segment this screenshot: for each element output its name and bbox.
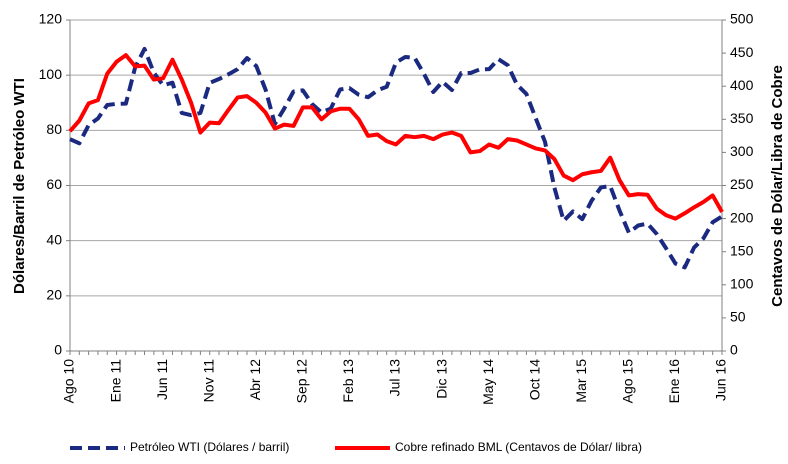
y-tick-label: 40 bbox=[46, 231, 62, 247]
x-tick-label: Jun 11 bbox=[154, 359, 170, 400]
x-tick-label: Sep 12 bbox=[294, 359, 310, 404]
y2-tick-label: 300 bbox=[730, 143, 754, 159]
y-axis-title: Dólares/Barril de Petróleo WTI bbox=[11, 78, 28, 294]
x-tick-label: Ene 16 bbox=[666, 359, 682, 404]
y2-tick-label: 0 bbox=[730, 342, 738, 358]
data-line bbox=[68, 53, 724, 221]
x-tick-label: Ago 15 bbox=[620, 359, 636, 404]
legend-label: Cobre refinado BML (Centavos de Dólar/ l… bbox=[395, 440, 642, 454]
y2-tick-label: 50 bbox=[730, 309, 746, 325]
y-tick-label: 80 bbox=[46, 121, 62, 137]
legend-label: Petróleo WTI (Dólares / barril) bbox=[130, 440, 289, 454]
y2-tick-label: 200 bbox=[730, 209, 754, 225]
y2-tick-label: 500 bbox=[730, 11, 754, 27]
x-tick-label: Jul 13 bbox=[387, 359, 403, 397]
y2-axis-title: Centavos de Dólar/Libra de Cobre bbox=[769, 65, 786, 307]
x-tick-label: Feb 13 bbox=[340, 359, 356, 403]
x-tick-label: Ago 10 bbox=[61, 359, 77, 404]
y2-tick-label: 400 bbox=[730, 77, 754, 93]
y-tick-label: 20 bbox=[46, 287, 62, 303]
x-tick-label: Nov 11 bbox=[200, 359, 216, 403]
x-tick-label: Dic 13 bbox=[433, 359, 449, 399]
x-tick-label: Mar 15 bbox=[573, 359, 589, 403]
y-tick-label: 60 bbox=[46, 176, 62, 192]
y-tick-label: 100 bbox=[39, 66, 63, 82]
y2-tick-label: 100 bbox=[730, 276, 754, 292]
y-tick-label: 120 bbox=[39, 11, 63, 27]
y2-tick-label: 450 bbox=[730, 44, 754, 60]
y-tick-label: 0 bbox=[54, 342, 62, 358]
x-tick-label: Ene 11 bbox=[107, 359, 123, 403]
x-tick-label: Oct 14 bbox=[526, 359, 542, 400]
x-tick-label: Jun 16 bbox=[713, 359, 729, 401]
y2-tick-label: 350 bbox=[730, 110, 754, 126]
x-tick-label: Abr 12 bbox=[247, 359, 263, 400]
y2-tick-label: 250 bbox=[730, 176, 754, 192]
data-line bbox=[69, 46, 724, 270]
x-tick-label: May 14 bbox=[480, 359, 496, 405]
y2-tick-label: 150 bbox=[730, 242, 754, 258]
